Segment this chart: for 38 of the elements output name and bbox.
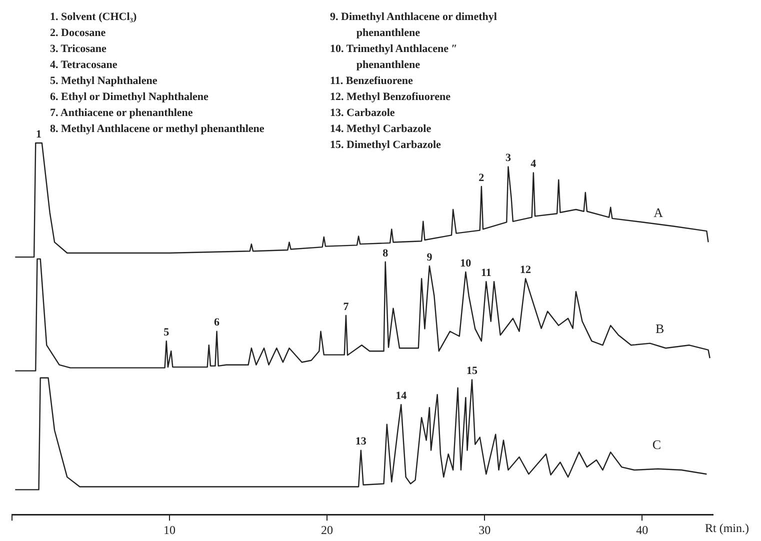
text: 9. Dimethyl Anthlacene or dimethyl phenanthlene: [330, 10, 498, 41]
series-label: C: [652, 437, 662, 452]
annotation: 4: [530, 158, 537, 170]
annotation: 15. Dimethyl Carbazole: [330, 138, 442, 153]
series-label: B: [656, 321, 665, 336]
text: 8. Methyl Anthlacene or methyl phenanthlene: [50, 122, 266, 137]
annotation: 1: [36, 128, 42, 140]
annotation: 5: [164, 326, 170, 338]
annotation: 7: [343, 300, 350, 313]
text: 14. Methyl Carbazole: [330, 122, 432, 137]
text: 2. Docosane: [50, 26, 107, 41]
text: 7. Anthiacene or phenanthlene: [50, 106, 194, 121]
annotation: 6: [214, 316, 220, 329]
x-tick-label: 10: [164, 522, 176, 537]
annotation: 14: [396, 390, 408, 402]
annotation: 11: [480, 266, 492, 279]
text: 3. Tricosane: [50, 42, 108, 57]
text: 5. Methyl Naphthalene: [50, 74, 158, 89]
x-axis-title: Rt (min.): [705, 520, 749, 535]
x-tick-label: 20: [321, 522, 334, 537]
text: 10. Trimethyl Anthlacene ″ phenanthlene: [330, 42, 458, 73]
annotation: 2: [478, 172, 485, 184]
annotation: 13: [355, 436, 367, 448]
text: 11. Benzefiuorene: [330, 74, 414, 89]
x-tick-label: 30: [478, 522, 491, 537]
annotation: 10: [460, 257, 472, 270]
text: 13. Carbazole: [330, 106, 396, 121]
series-label: A: [654, 205, 664, 220]
text: 4. Tetracosane: [50, 58, 118, 73]
x-tick-label: 40: [636, 522, 648, 537]
text: 6. Ethyl or Dimethyl Naphthalene: [50, 90, 210, 105]
text: 1. Solvent (CHCl₃): [50, 10, 138, 25]
annotation: 8: [382, 247, 389, 260]
annotation: 9: [426, 251, 433, 264]
text: 12. Methyl Benzofiuorene: [330, 90, 452, 105]
annotation: 12: [520, 264, 532, 276]
annotation: 3: [505, 152, 512, 164]
annotation: 15: [466, 365, 478, 378]
